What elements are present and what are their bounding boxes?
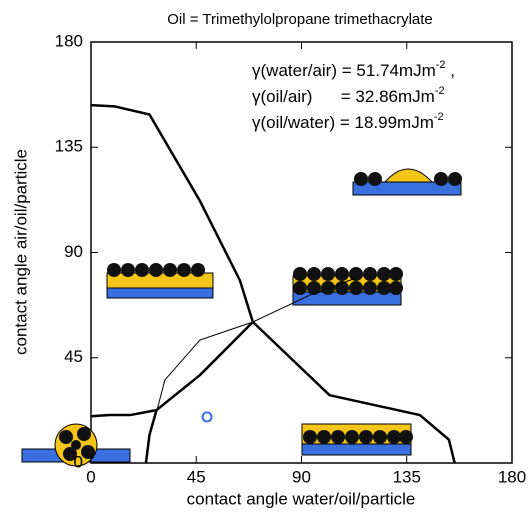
point <box>203 412 212 421</box>
curve <box>91 410 156 416</box>
icons <box>22 169 462 466</box>
annotation-text: , <box>446 61 455 80</box>
annotation-text: γ(oil/water) = 18.99mJm <box>252 113 434 132</box>
icon-water <box>107 288 213 298</box>
y-axis-label: contact angle air/oil/particle <box>11 149 30 355</box>
chart-title: Oil = Trimethylolpropane trimethacrylate <box>167 11 433 28</box>
superscript: -2 <box>436 59 446 71</box>
y-tick-label: 180 <box>55 31 83 50</box>
y-tick-label: 0 <box>74 452 83 471</box>
x-tick-label: 0 <box>86 467 95 486</box>
annotation-text: γ(oil/air) = 32.86mJm <box>252 87 435 106</box>
annotation-text: γ(water/air) = 51.74mJm <box>252 61 436 80</box>
y-tick-label: 45 <box>64 347 83 366</box>
annotation: γ(water/air) = 51.74mJm-2 , <box>252 59 455 81</box>
chart: Oil = Trimethylolpropane trimethacrylate… <box>0 0 531 513</box>
icon-drop <box>385 169 432 182</box>
y-tick-label: 135 <box>55 137 83 156</box>
x-tick-label: 90 <box>292 467 311 486</box>
x-tick-label: 135 <box>393 467 421 486</box>
x-axis-label: contact angle water/oil/particle <box>187 489 416 508</box>
x-tick-label: 45 <box>187 467 206 486</box>
y-tick-label: 90 <box>64 242 83 261</box>
annotation: γ(oil/water) = 18.99mJm-2 <box>252 111 444 133</box>
superscript: -2 <box>435 85 445 97</box>
x-tick-label: 180 <box>498 467 526 486</box>
superscript: -2 <box>434 111 444 123</box>
icon-water <box>302 444 411 455</box>
annotation: γ(oil/air) = 32.86mJm-2 <box>252 85 445 107</box>
